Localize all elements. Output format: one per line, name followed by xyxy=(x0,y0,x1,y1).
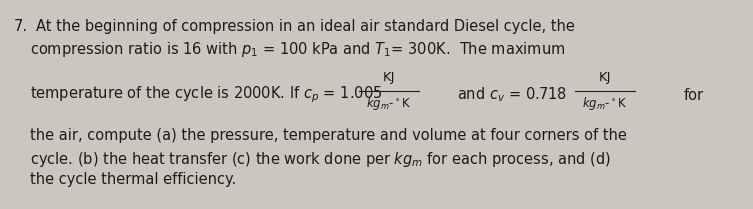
Text: cycle. (b) the heat transfer (c) the work done per $kg_m$ for each process, and : cycle. (b) the heat transfer (c) the wor… xyxy=(30,150,611,169)
Text: At the beginning of compression in an ideal air standard Diesel cycle, the: At the beginning of compression in an id… xyxy=(36,19,575,34)
Text: $kg_m$-$^\circ$K: $kg_m$-$^\circ$K xyxy=(582,96,628,112)
Text: 7.: 7. xyxy=(14,19,28,34)
Text: the cycle thermal efficiency.: the cycle thermal efficiency. xyxy=(30,172,236,187)
Text: compression ratio is 16 with $p_1$ = 100 kPa and $T_1$= 300K.  The maximum: compression ratio is 16 with $p_1$ = 100… xyxy=(30,40,566,59)
Text: for: for xyxy=(684,88,704,102)
Text: and $c_v$ = 0.718: and $c_v$ = 0.718 xyxy=(457,86,567,104)
Text: KJ: KJ xyxy=(599,71,611,84)
Text: temperature of the cycle is 2000K. If $c_p$ = 1.005: temperature of the cycle is 2000K. If $c… xyxy=(30,85,383,105)
Text: $kg_m$-$^\circ$K: $kg_m$-$^\circ$K xyxy=(366,96,412,112)
Text: the air, compute (a) the pressure, temperature and volume at four corners of the: the air, compute (a) the pressure, tempe… xyxy=(30,128,627,143)
Text: KJ: KJ xyxy=(383,71,395,84)
